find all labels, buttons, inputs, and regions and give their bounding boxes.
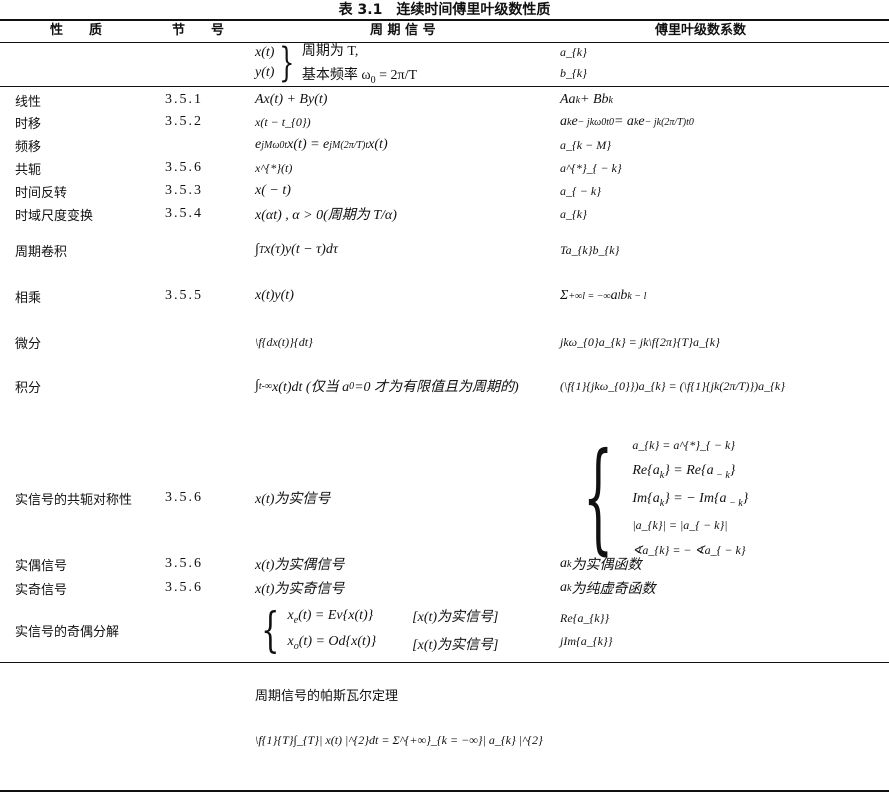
period-note: 周期为 T, [301,44,359,60]
header-property: 性 质 [50,23,103,38]
signal-expr: x(t)为实偶信号 [255,558,345,573]
section-number: 3.5.6 [165,580,203,595]
frequency-note: 基本频率 ω0 = 2π/T [301,68,418,86]
section-number: 3.5.3 [165,183,203,198]
table-row: 时域尺度变换 3.5.4 x(αt) , α > 0(周期为 T/α) a_{k… [0,203,889,225]
header-signal: 周 期 信 号 [370,23,436,38]
property-name: 实信号的奇偶分解 [15,624,120,640]
section-number: 3.5.5 [165,288,203,303]
property-name: 频移 [15,139,42,155]
section-number: 3.5.6 [165,490,203,505]
parseval-formula: \f{1}{T}∫_{T}| x(t) |^{2}dt = Σ^{+∞}_{k … [255,732,543,747]
header-rule [0,42,889,43]
property-name: 周期卷积 [15,244,68,260]
parseval-title-row: 周期信号的帕斯瓦尔定理 [0,682,889,706]
coef-expr: (\f{1}{jkω_{0}})a_{k} = (\f{1}{jk(2π/T)}… [560,378,786,393]
signal-expr: x(t)y(t) [255,288,294,303]
table-row: 共轭 3.5.6 x^{*}(t) a^{*}_{ − k} [0,157,889,179]
coef-expr: Re{ak} = Re{a − k} [632,462,736,481]
condition: [x(t)为实信号] [412,610,499,625]
signal-expr: x(t − t_{0}) [255,114,311,129]
bottom-rule [0,790,889,792]
brace-icon: { [582,428,614,567]
property-name: 共轭 [15,162,42,178]
coef-expr: a_{k} [560,206,587,221]
section-number: 3.5.6 [165,160,203,175]
coef-expr: a_{k} = a^{*}_{ − k} [632,437,736,452]
table-row: 频移 e jMω0t x(t) = e jM(2π/T)t x(t) a_{k − M} [0,134,889,156]
coef-expr: Aa k + Bb k [560,92,613,107]
signal-y: y(t) [255,65,275,80]
coef-expr: ∢a_{k} = − ∢a_{ − k} [632,543,746,558]
section-number: 3.5.2 [165,114,203,129]
property-name: 积分 [15,380,42,396]
coef-expr: |a_{k}| = |a_{ − k}| [632,518,728,533]
brace-icon: } [279,40,295,86]
coef-expr: jIm{a_{k}} [560,634,613,648]
coef-expr: a^{*}_{ − k} [560,160,622,175]
coef-expr: Re{a_{k}} [560,611,610,625]
top-rule [0,19,889,21]
property-name: 实信号的共轭对称性 [15,492,133,508]
header-coefficients: 傅里叶级数系数 [655,23,747,38]
property-name: 时移 [15,116,42,132]
intro-row: x(t) y(t) } 周期为 T, 基本频率 ω0 = 2π/T a_{k} b_{… [0,40,889,86]
property-name: 相乘 [15,290,42,306]
table-row: 实信号的共轭对称性 3.5.6 x(t)为实信号 { a_{k} = a^{*}… [0,408,889,588]
signal-expr: x(t)为实信号 [255,492,331,507]
table-title: 表 3.1 连续时间傅里叶级数性质 [338,2,551,18]
signal-expr: e jMω0t x(t) = e jM(2π/T)t x(t) [255,137,388,152]
table-row: 线性 3.5.1 Ax(t) + By(t) Aa k + Bb k [0,89,889,111]
table-row: 时间反转 3.5.3 x( − t) a_{ − k} [0,180,889,202]
signal-expr: Ax(t) + By(t) [255,92,328,107]
signal-expr: xe(t) = Ev{x(t)} [287,608,374,626]
coef-b: b_{k} [560,66,587,80]
signal-expr: xo(t) = Od{x(t)} [287,634,377,652]
parseval-row: \f{1}{T}∫_{T}| x(t) |^{2}dt = Σ^{+∞}_{k … [0,716,889,764]
property-name: 时域尺度变换 [15,208,94,224]
signal-expr: x( − t) [255,183,291,198]
signal-expr: x^{*}(t) [255,160,293,175]
property-name: 微分 [15,336,42,352]
coef-expr: a_{ − k} [560,183,602,198]
coef-expr: a_{k − M} [560,137,612,152]
coef-expr: jkω_{0}a_{k} = jk\f{2π}{T}a_{k} [560,334,720,349]
signal-x: x(t) [255,45,275,60]
table-rule [0,662,889,663]
signal-expr: x(t)为实奇信号 [255,582,345,597]
signal-expr: x(αt) , α > 0(周期为 T/α) [255,208,397,223]
section-number: 3.5.1 [165,92,203,107]
section-number: 3.5.4 [165,206,203,221]
coef-expr: Im{ak} = − Im{a − k} [632,490,749,509]
header-section: 节 号 [172,23,225,38]
intro-rule [0,86,889,87]
property-name: 线性 [15,94,42,110]
signal-expr: \f{dx(t)}{dt} [255,334,313,349]
property-name: 实奇信号 [15,582,68,598]
condition: [x(t)为实信号] [412,638,499,653]
property-name: 实偶信号 [15,558,68,574]
section-number: 3.5.6 [165,556,203,571]
coef-a: a_{k} [560,45,587,59]
brace-icon: { [261,602,280,658]
table-row: 微分 \f{dx(t)}{dt} jkω_{0}a_{k} = jk\f{2π}… [0,320,889,364]
parseval-title: 周期信号的帕斯瓦尔定理 [255,688,399,704]
property-name: 时间反转 [15,185,68,201]
table-row: 实信号的奇偶分解 { xe(t) = Ev{x(t)} xo(t) = Od{x(… [0,602,889,658]
coef-expr: Ta_{k}b_{k} [560,242,620,257]
